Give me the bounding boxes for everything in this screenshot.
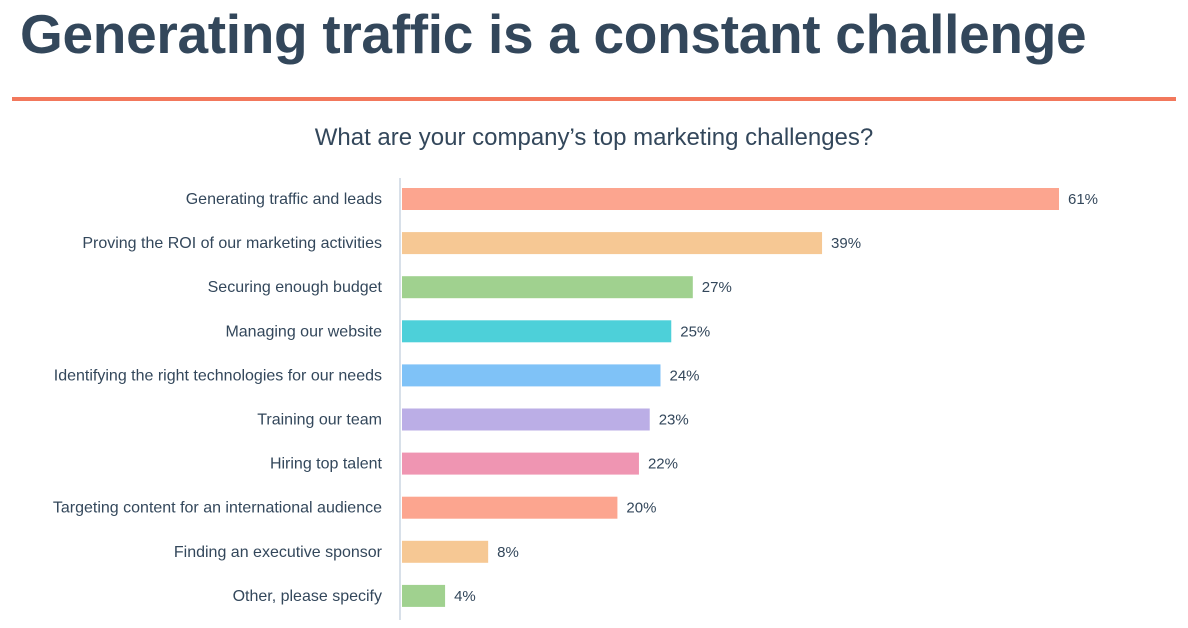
value-label: 27%	[702, 279, 732, 296]
category-label: Targeting content for an international a…	[53, 500, 382, 517]
value-label: 22%	[648, 456, 678, 473]
bar	[402, 232, 823, 255]
bar	[402, 452, 639, 475]
category-label: Managing our website	[225, 323, 382, 340]
value-label: 39%	[831, 235, 861, 252]
category-label: Identifying the right technologies for o…	[54, 367, 382, 384]
bars-group: Generating traffic and leads 61% Proving t…	[53, 188, 1098, 607]
value-label: 25%	[680, 323, 710, 340]
category-label: Other, please specify	[233, 588, 382, 605]
bar	[402, 276, 693, 299]
category-label: Securing enough budget	[208, 279, 383, 296]
value-label: 61%	[1068, 191, 1098, 208]
category-label: Training our team	[257, 412, 382, 429]
bar	[402, 364, 661, 387]
value-label: 20%	[626, 500, 656, 517]
category-label: Hiring top talent	[270, 456, 383, 473]
bar	[402, 540, 489, 563]
category-label: Generating traffic and leads	[186, 191, 382, 208]
category-label: Proving the ROI of our marketing activit…	[82, 235, 382, 252]
bar	[402, 320, 672, 343]
bar	[402, 188, 1059, 210]
title-divider	[12, 97, 1176, 101]
bar	[402, 496, 618, 519]
page-title: Generating traffic is a constant challen…	[20, 3, 1087, 65]
category-label: Finding an executive sponsor	[174, 544, 383, 561]
value-label: 23%	[659, 412, 689, 429]
value-label: 8%	[497, 544, 519, 561]
bar	[402, 408, 650, 431]
value-label: 24%	[669, 367, 699, 384]
value-label: 4%	[454, 588, 476, 605]
chart-title: What are your company’s top marketing ch…	[314, 124, 874, 151]
bar	[402, 584, 446, 607]
